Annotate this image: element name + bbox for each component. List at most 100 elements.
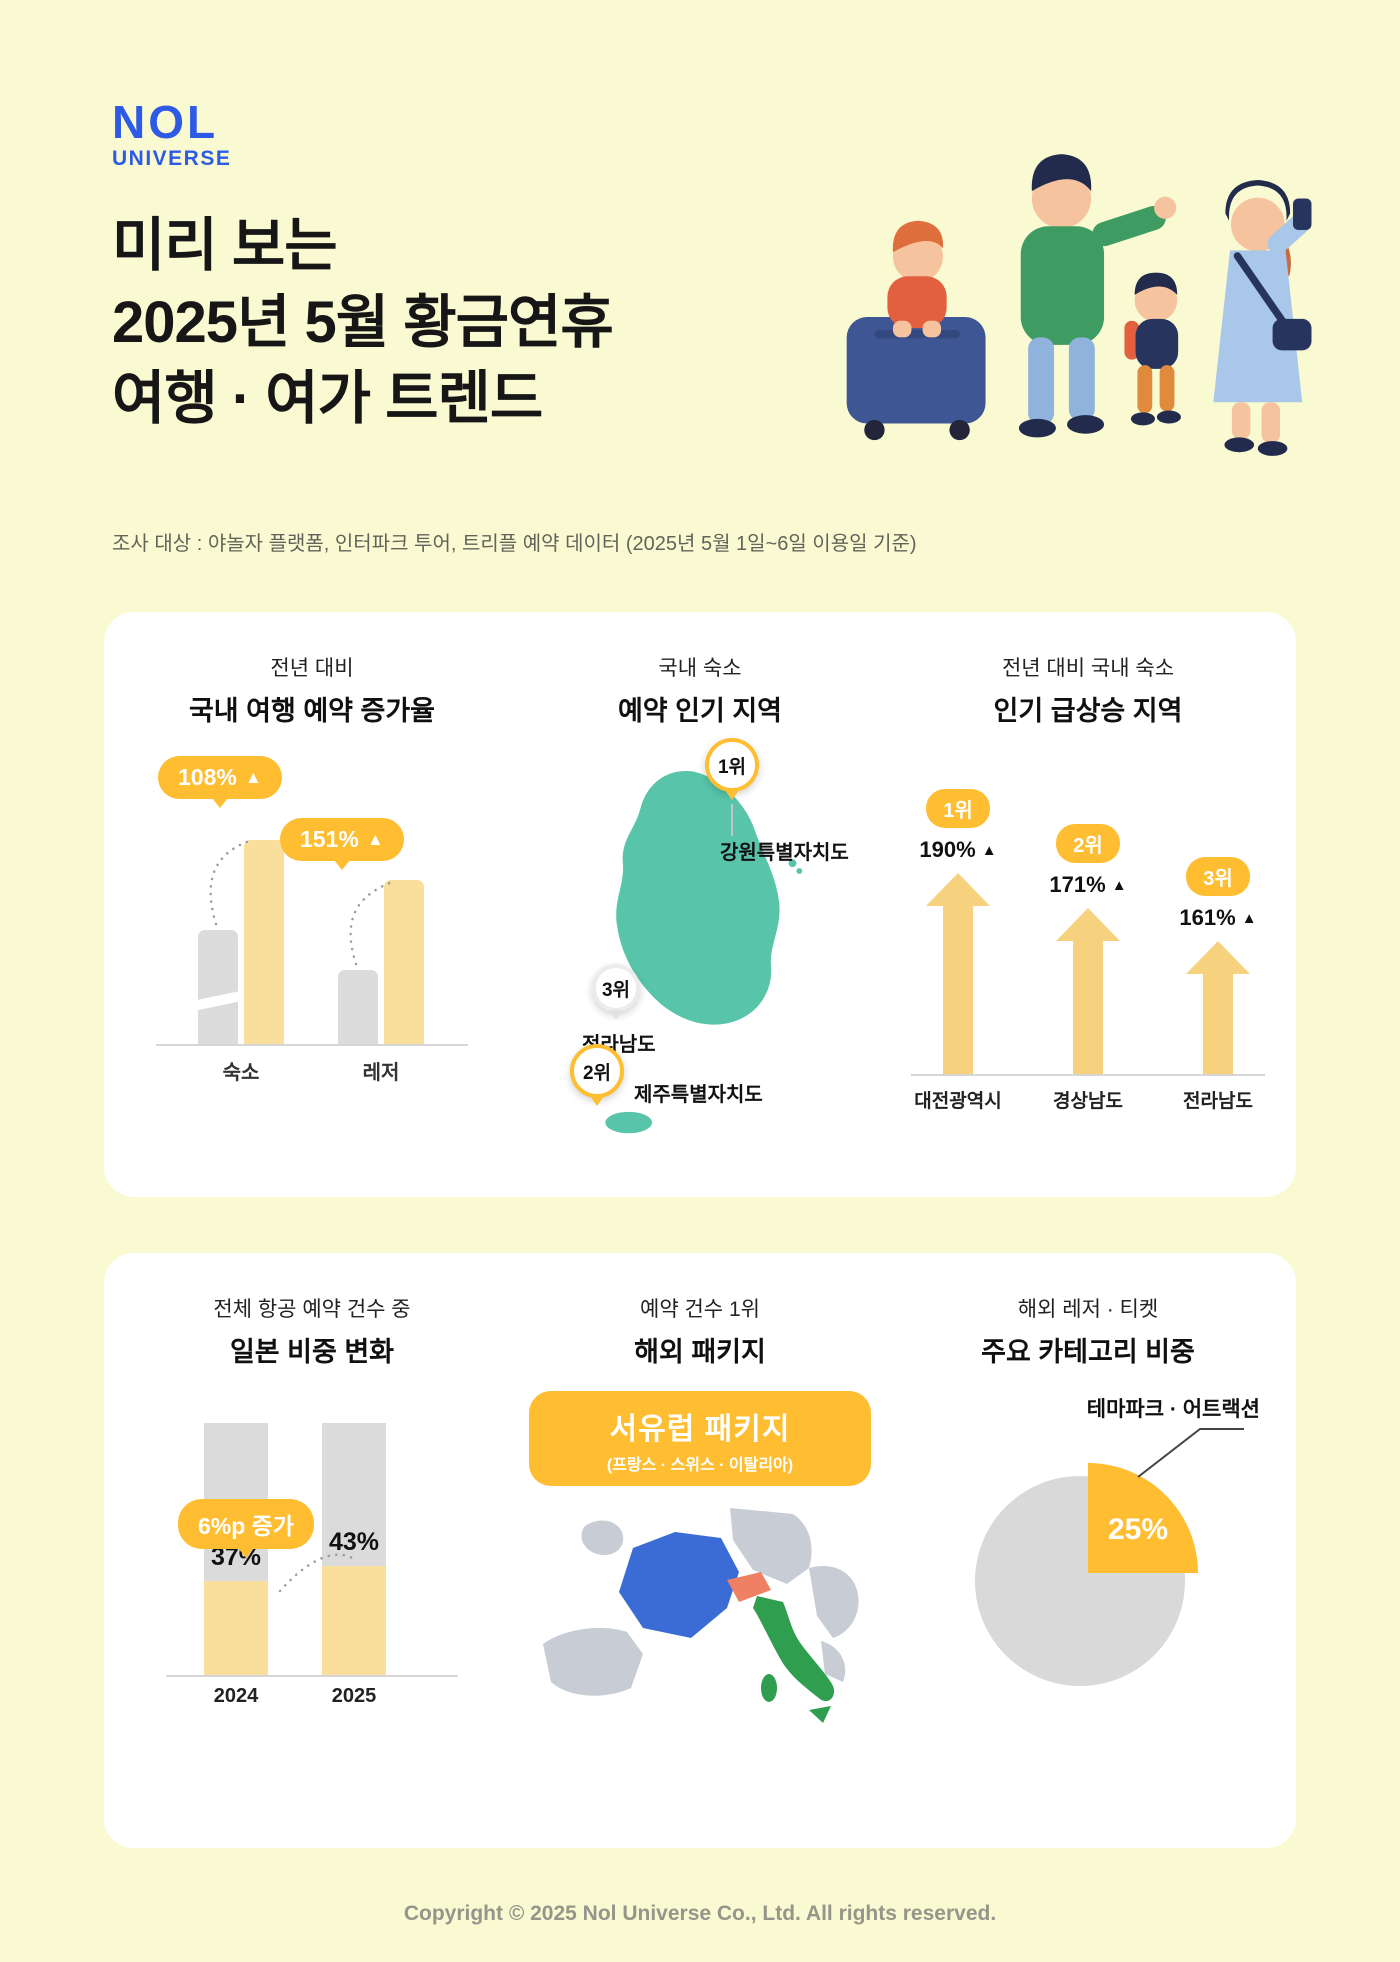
rising-regions-column: 전년 대비 국내 숙소 인기 급상승 지역 1위 190% ▲ (894, 652, 1282, 1167)
switzerland-region (727, 1572, 771, 1602)
share-value-2025: 43% (328, 1528, 380, 1556)
up-arrow-icon: ▲ (1241, 909, 1257, 927)
growth-bar-chart: 108% ▲ 151% ▲ 숙소 레저 (142, 744, 482, 1094)
rank1-region-label: 강원특별자치도 (720, 842, 849, 864)
pie-theme-park-slice (1088, 1463, 1198, 1573)
japan-title-top: 전체 항공 예약 건수 중 (213, 1298, 411, 1321)
title-line-1: 미리 보는 (112, 213, 338, 278)
up-arrow-icon: ▲ (1111, 876, 1127, 894)
package-title-main: 해외 패키지 (634, 1337, 766, 1367)
rank1-location-pin: 1위 (705, 738, 759, 800)
growth-title-top: 전년 대비 (270, 657, 354, 680)
rank3-location-pin: 3위 (592, 964, 640, 1020)
lodging-growth-badge: 108% ▲ (158, 756, 282, 808)
bar-lodging-thisyear (244, 840, 284, 1044)
france-region (619, 1532, 739, 1638)
booking-growth-column: 전년 대비 국내 여행 예약 증가율 108% ▲ 151% (118, 652, 506, 1167)
nol-universe-logo: NOL UNIVERSE (112, 95, 231, 171)
rank-badge: 3위 (1186, 857, 1250, 896)
x-axis-line (911, 1074, 1265, 1076)
bar-2025-japan-share (322, 1566, 386, 1675)
rank1-pin-text: 1위 (717, 756, 747, 778)
bar-2024-japan-share (204, 1581, 268, 1675)
western-europe-package-badge: 서유럽 패키지 (프랑스 · 스위스 · 이탈리아) (529, 1391, 871, 1486)
package-title-top: 예약 건수 1위 (640, 1298, 760, 1321)
package-chart-title: 예약 건수 1위 해외 패키지 (634, 1293, 766, 1369)
x-axis-line (156, 1044, 468, 1046)
rising-label-3: 전라남도 (1183, 1091, 1253, 1112)
pie-chart-svg: 25% (975, 1428, 1244, 1686)
up-arrow-icon: ▲ (244, 768, 262, 787)
rising-value-2: 171% ▲ (1049, 872, 1126, 898)
rising-arrow-chart: 1위 190% ▲ 2위 171% ▲ (903, 744, 1273, 1113)
europe-map (543, 1508, 859, 1723)
rank-badge: 1위 (926, 789, 990, 828)
rank2-location-pin: 2위 (570, 1044, 624, 1106)
category-share-column: 해외 레저 · 티켓 주요 카테고리 비중 테마파크 · 어트랙션 25% (894, 1293, 1282, 1818)
regions-chart-title: 국내 숙소 예약 인기 지역 (618, 652, 782, 728)
pie-slice-value: 25% (1108, 1513, 1168, 1546)
arrow-head (1056, 908, 1120, 941)
japan-title-main: 일본 비중 변화 (229, 1337, 395, 1367)
leisure-growth-value: 151% (300, 826, 359, 852)
japan-chart-title: 전체 항공 예약 건수 중 일본 비중 변화 (213, 1293, 410, 1369)
growth-title-main: 국내 여행 예약 증가율 (188, 696, 436, 726)
page-title: 미리 보는 2025년 5월 황금연휴 여행 · 여가 트렌드 (112, 208, 614, 438)
rank2-pin-text: 2위 (582, 1062, 612, 1084)
rising-item-2: 2위 171% ▲ (1040, 824, 1136, 1074)
family-illustration-svg (846, 154, 1312, 456)
rising-axis-labels: 대전광역시 경상남도 전라남도 (903, 1086, 1273, 1113)
popular-regions-column: 국내 숙소 예약 인기 지역 1위 강원특별자치도 3위 전라남도 (506, 652, 894, 1167)
package-badge-title: 서유럽 패키지 (609, 1413, 791, 1446)
logo-universe-text: UNIVERSE (112, 147, 232, 170)
arrow-body (943, 906, 973, 1074)
domestic-trends-card: 전년 대비 국내 여행 예약 증가율 108% ▲ 151% (104, 612, 1296, 1197)
x-axis-line (166, 1675, 458, 1677)
rising-percent-3: 161% (1179, 905, 1236, 930)
overseas-package-column: 예약 건수 1위 해외 패키지 서유럽 패키지 (프랑스 · 스위스 · 이탈리… (506, 1293, 894, 1818)
rising-item-1: 1위 190% ▲ (910, 789, 1006, 1074)
korea-map-chart: 1위 강원특별자치도 3위 전라남도 2위 제주특별자치도 (530, 738, 870, 1147)
rank-badge: 2위 (1056, 824, 1120, 863)
rising-title-main: 인기 급상승 지역 (993, 696, 1183, 726)
rank2-region-label: 제주특별자치도 (634, 1084, 763, 1106)
rising-percent-2: 171% (1049, 872, 1106, 897)
category-pie-chart: 테마파크 · 어트랙션 25% (912, 1377, 1264, 1729)
rising-percent-1: 190% (919, 837, 976, 862)
rising-item-3: 3위 161% ▲ (1170, 857, 1266, 1074)
japan-share-bar-chart: 37% 43% 6%p 증가 2024 2025 (142, 1383, 482, 1743)
package-badge-countries: (프랑스 · 스위스 · 이탈리아) (606, 1457, 794, 1474)
title-line-2: 2025년 5월 황금연휴 (112, 289, 614, 355)
bar-lodging-lastyear (198, 930, 238, 1044)
pie-callout-line (1137, 1428, 1244, 1478)
japan-share-column: 전체 항공 예약 건수 중 일본 비중 변화 37% 43% 6%p 증가 20… (118, 1293, 506, 1818)
year-label-2024: 2024 (213, 1685, 259, 1707)
increase-badge: 6%p 증가 (178, 1499, 315, 1558)
rising-value-1: 190% ▲ (919, 837, 996, 863)
rising-title-top: 전년 대비 국내 숙소 (1001, 657, 1175, 680)
dotted-arc (278, 1553, 356, 1593)
arrow-body (1073, 941, 1103, 1074)
title-line-3: 여행 · 여가 트렌드 (112, 366, 543, 432)
rank3-pin-text: 3위 (601, 979, 631, 1001)
lodging-growth-value: 108% (178, 764, 237, 790)
overseas-trends-card: 전체 항공 예약 건수 중 일본 비중 변화 37% 43% 6%p 증가 20… (104, 1253, 1296, 1848)
up-arrow-icon: ▲ (981, 841, 997, 859)
italy-region (753, 1596, 835, 1702)
family-travel-illustration (830, 85, 1330, 485)
regions-title-top: 국내 숙소 (658, 657, 742, 680)
survey-note: 조사 대상 : 야놀자 플랫폼, 인터파크 투어, 트리플 예약 데이터 (20… (112, 533, 917, 555)
category-label-lodging: 숙소 (222, 1062, 260, 1084)
rising-chart-title: 전년 대비 국내 숙소 인기 급상승 지역 (994, 652, 1183, 728)
rising-label-2: 경상남도 (1053, 1091, 1123, 1112)
bar-leisure-thisyear (384, 880, 424, 1044)
logo-nol-text: NOL (112, 96, 219, 148)
pie-slice-label: 테마파크 · 어트랙션 (1086, 1398, 1260, 1421)
regions-title-main: 예약 인기 지역 (617, 696, 783, 726)
korea-map (605, 771, 803, 1134)
copyright-text: Copyright © 2025 Nol Universe Co., Ltd. … (403, 1902, 997, 1925)
category-title-top: 해외 레저 · 티켓 (1017, 1298, 1159, 1321)
bar-leisure-lastyear (338, 970, 378, 1044)
arrow-head (926, 873, 990, 906)
